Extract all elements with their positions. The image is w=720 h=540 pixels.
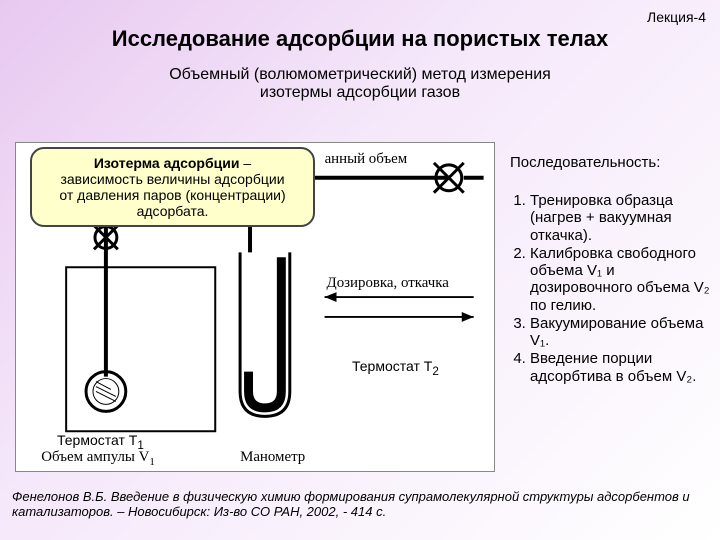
thermostat-1-label: Термостат T1 xyxy=(57,432,144,452)
subtitle-l2: изотермы адсорбции газов xyxy=(260,84,460,101)
sequence-item: Калибровка свободного объема V₁ и дозиро… xyxy=(530,245,710,314)
sequence-list: Тренировка образца (нагрев + вакуумная о… xyxy=(510,192,710,386)
sequence-title: Последовательность: xyxy=(510,154,660,171)
sequence-item: Введение порции адсорбтива в объем V₂. xyxy=(530,350,710,385)
diagram-label-manometer: Манометр xyxy=(240,449,305,465)
callout-l3: адсорбата. xyxy=(42,203,303,219)
page-title: Исследование адсорбции на пористых телах xyxy=(0,26,720,52)
diagram-label-calibrated: анный объем xyxy=(325,151,408,167)
diagram-label-dosing: Дозировка, откачка xyxy=(327,275,450,291)
subtitle-l1: Объемный (волюмометрический) метод измер… xyxy=(169,66,551,83)
callout-term: Изотерма адсорбции xyxy=(94,155,240,171)
sequence-item: Тренировка образца (нагрев + вакуумная о… xyxy=(530,192,710,244)
callout-l1: зависимость величины адсорбции xyxy=(42,171,303,187)
sequence-item: Вакуумирование объема V₁. xyxy=(530,315,710,350)
callout-dash: – xyxy=(239,155,251,171)
thermostat-2-label: Термостат T2 xyxy=(352,358,439,378)
page-subtitle: Объемный (волюмометрический) метод измер… xyxy=(0,66,720,102)
lecture-tag: Лекция-4 xyxy=(647,9,706,25)
diagram-label-ampoule: Объем ампулы V1 xyxy=(41,449,155,468)
definition-callout: Изотерма адсорбции – зависимость величин… xyxy=(30,147,315,227)
callout-l2: от давления паров (концентрации) xyxy=(42,187,303,203)
reference-citation: Фенелонов В.Б. Введение в физическую хим… xyxy=(12,490,708,520)
